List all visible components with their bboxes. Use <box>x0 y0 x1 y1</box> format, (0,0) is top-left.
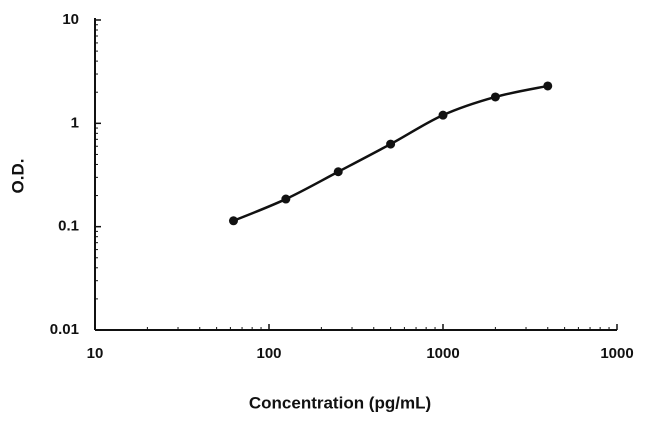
point <box>490 92 500 102</box>
x-axis-title: Concentration (pg/mL) <box>249 393 431 412</box>
fit-curve <box>233 84 549 222</box>
point <box>543 81 553 91</box>
x-tick-label: 100 <box>256 345 281 362</box>
x-tick-label: 1000 <box>426 345 459 362</box>
y-tick-label: 0.01 <box>50 321 79 338</box>
y-tick-label: 1 <box>71 114 79 131</box>
point <box>228 216 238 226</box>
point <box>386 139 396 149</box>
point <box>333 167 343 177</box>
y-tick-label: 0.1 <box>58 218 79 235</box>
x-tick-label: 1000 <box>600 345 633 362</box>
x-tick-label: 10 <box>87 345 104 362</box>
y-tick-label: 10 <box>62 11 79 28</box>
point <box>281 194 291 204</box>
y-axis-title: O.D. <box>8 159 27 194</box>
point <box>438 110 448 120</box>
